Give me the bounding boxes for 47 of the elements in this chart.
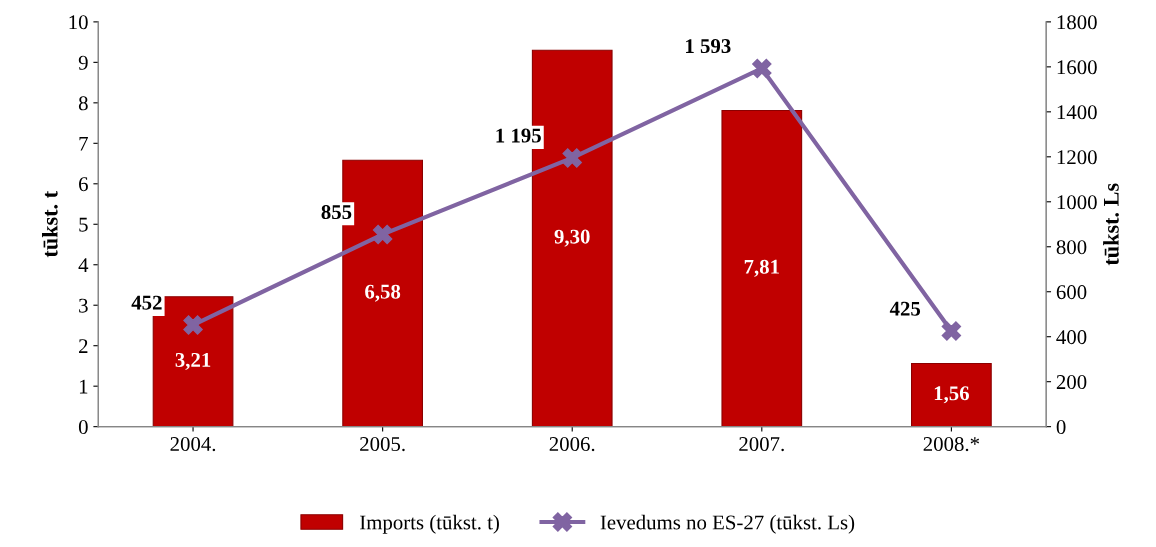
point <box>562 148 582 168</box>
data-label: 425 <box>889 301 921 316</box>
data-label: 7,81 <box>744 259 779 277</box>
y-tick-label: 7 <box>79 136 88 151</box>
x-tick-label: 2008.* <box>923 436 980 452</box>
y-tick-label: 10 <box>69 15 88 30</box>
y-tick-label: 1 <box>79 379 88 394</box>
y2-tick-label: 800 <box>1056 240 1087 255</box>
y2-tick-label: 600 <box>1056 285 1087 300</box>
y-tick-label: 8 <box>78 96 88 111</box>
data-label: 6,58 <box>365 284 401 302</box>
y2-axis-title: tūkst. Ls <box>1103 183 1119 266</box>
point <box>372 224 393 245</box>
point <box>183 315 203 335</box>
x-tick-label: 2005. <box>360 436 405 452</box>
x-tick-label: 2007. <box>739 436 784 452</box>
y2-tick-label: 200 <box>1056 375 1087 390</box>
point <box>752 58 772 79</box>
y-tick-label: 3 <box>79 298 88 313</box>
data-label: 452 <box>131 295 162 310</box>
y2-tick-label: 1200 <box>1057 150 1097 165</box>
y2-tick-label: 0 <box>1056 420 1066 435</box>
legend-label: Imports (tūkst. t) <box>360 514 499 534</box>
x-tick-label: 2004. <box>170 436 216 452</box>
y-tick-label: 4 <box>78 258 89 272</box>
legend-label: Ievedums no ES-27 (tūkst. Ls) <box>600 514 855 534</box>
y-tick-label: 2 <box>79 339 88 353</box>
x-tick-label: 2006. <box>549 436 595 452</box>
y-tick-label: 6 <box>79 177 88 192</box>
data-label: 9,30 <box>554 229 590 247</box>
data-label: 1 593 <box>686 39 731 54</box>
data-label: 1,56 <box>934 386 970 404</box>
data-label: 1 195 <box>496 128 541 143</box>
y2-tick-label: 1000 <box>1057 195 1097 210</box>
bar <box>721 109 803 427</box>
y2-tick-label: 1400 <box>1057 105 1097 120</box>
data-label: 3,21 <box>175 352 211 370</box>
y2-tick-label: 1800 <box>1057 15 1097 30</box>
bar <box>911 362 992 427</box>
data-label: 855 <box>321 204 352 220</box>
point <box>941 321 962 341</box>
y2-tick-label: 400 <box>1056 330 1087 345</box>
y-tick-label: 5 <box>79 217 88 232</box>
y-tick-label: 9 <box>78 55 88 70</box>
y-axis-title: tūkst. t <box>42 191 58 258</box>
y2-tick-label: 1600 <box>1057 60 1097 75</box>
y-tick-label: 0 <box>78 420 88 435</box>
